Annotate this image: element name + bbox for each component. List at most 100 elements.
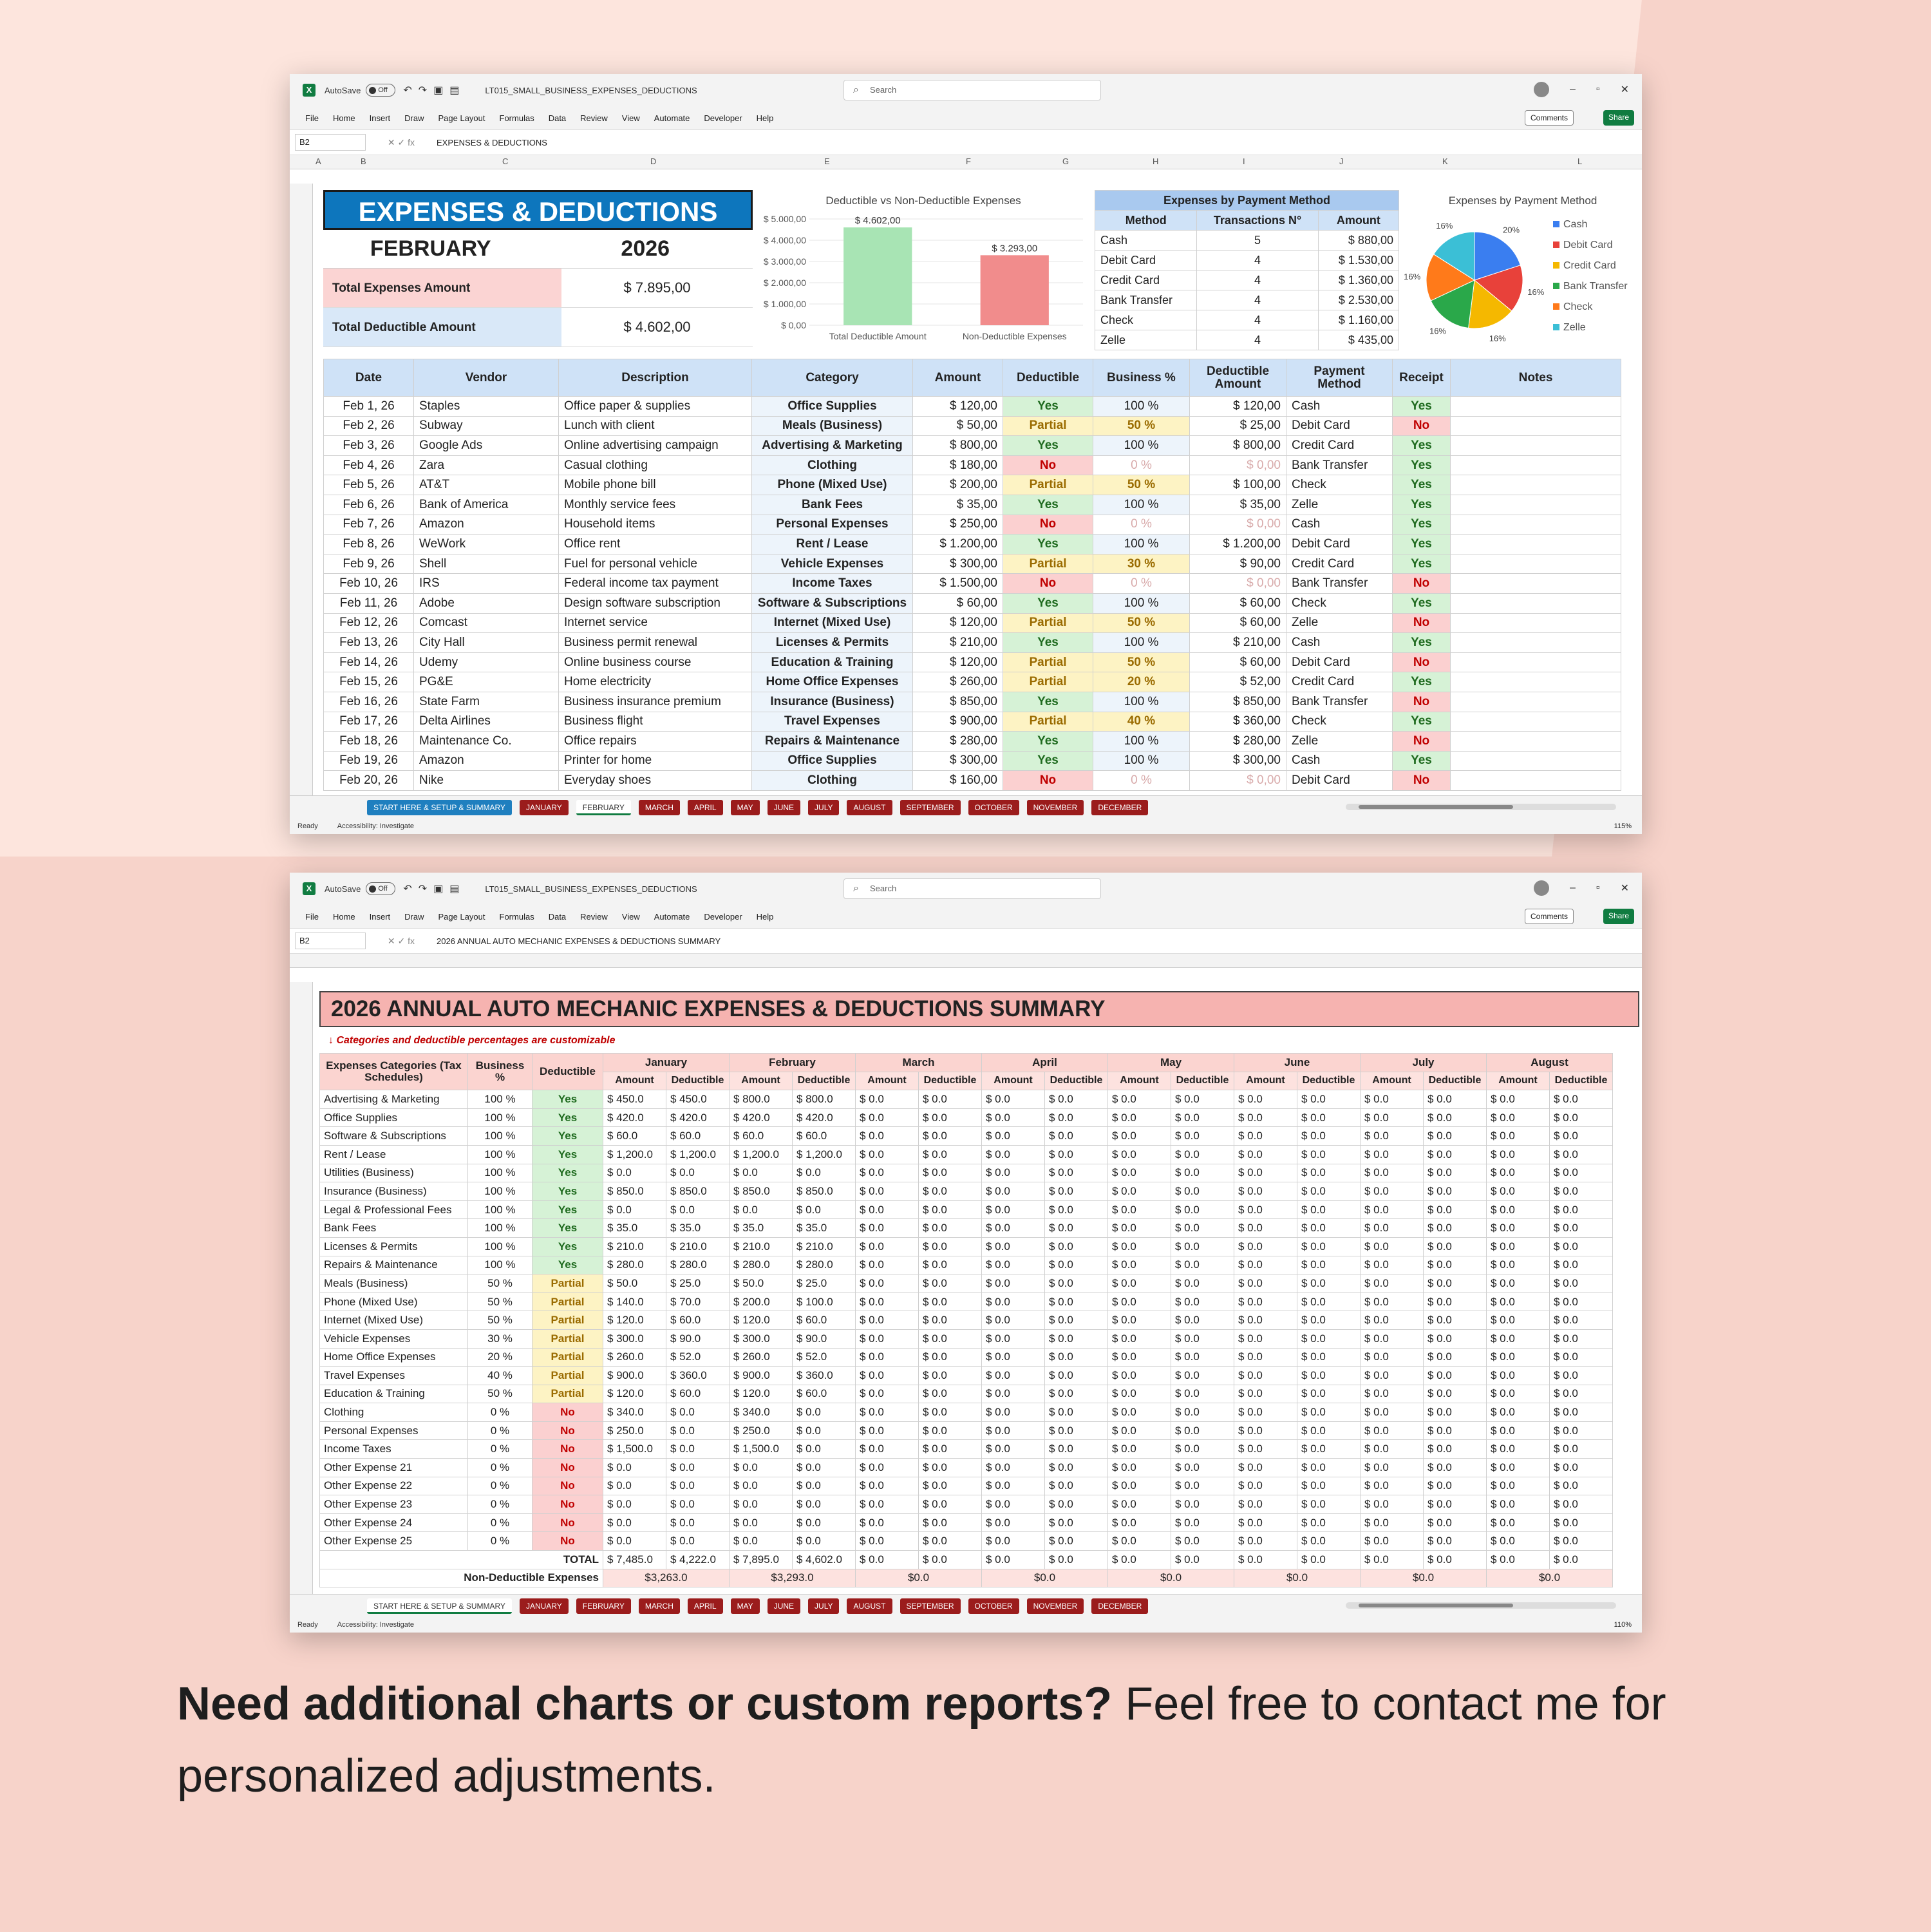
amount-cell[interactable]: $ 0.0 <box>1234 1329 1297 1349</box>
deductible-amount-cell[interactable]: $ 0.0 <box>1044 1403 1108 1422</box>
business-percent-cell[interactable]: 100 % <box>1093 632 1190 653</box>
amount-cell[interactable]: $ 0.0 <box>1486 1292 1550 1312</box>
business-percent-cell[interactable]: 0 % <box>1093 573 1190 594</box>
business-percent-cell[interactable]: 100 % <box>467 1144 532 1164</box>
column-header[interactable]: J <box>1339 156 1344 166</box>
deductible-amount-cell[interactable]: $ 0.0 <box>792 1421 856 1441</box>
deductible-amount-cell[interactable]: $ 0.0 <box>1171 1458 1234 1477</box>
autosave-toggle[interactable]: Off <box>366 84 396 97</box>
deductible-amount-cell[interactable]: $ 0.0 <box>1044 1236 1108 1256</box>
date-cell[interactable]: Feb 3, 26 <box>323 435 414 456</box>
deductible-amount-cell[interactable]: $ 420.0 <box>792 1108 856 1128</box>
notes-cell[interactable] <box>1450 652 1621 673</box>
deductible-amount-cell[interactable]: $ 0.0 <box>792 1458 856 1477</box>
share-button[interactable]: Share <box>1603 909 1634 924</box>
category-cell[interactable]: Travel Expenses <box>319 1366 468 1385</box>
deductible-amount-cell[interactable]: $ 0.0 <box>1044 1476 1108 1496</box>
business-percent-cell[interactable]: 50 % <box>1093 652 1190 673</box>
amount-cell[interactable]: $ 0.0 <box>855 1366 919 1385</box>
amount-cell[interactable]: $ 0.0 <box>981 1421 1045 1441</box>
deductible-cell[interactable]: No <box>532 1513 603 1533</box>
sheet-tab[interactable]: JANUARY <box>519 1598 569 1614</box>
deductible-amount-cell[interactable]: $ 0.0 <box>1549 1366 1613 1385</box>
amount-cell[interactable]: $ 0.0 <box>1360 1292 1424 1312</box>
sheet-tab[interactable]: DECEMBER <box>1091 1598 1149 1614</box>
menu-view[interactable]: View <box>621 113 640 123</box>
amount-cell[interactable]: $ 0.0 <box>855 1531 919 1551</box>
deductible-cell[interactable]: Yes <box>532 1218 603 1238</box>
description-cell[interactable]: Monthly service fees <box>558 494 752 515</box>
deductible-amount-cell[interactable]: $ 0.0 <box>1171 1513 1234 1533</box>
amount-cell[interactable]: $ 0.0 <box>1486 1476 1550 1496</box>
deductible-amount-cell[interactable]: $ 35,00 <box>1189 494 1286 515</box>
date-cell[interactable]: Feb 9, 26 <box>323 553 414 574</box>
amount-cell[interactable]: $ 210,00 <box>912 632 1003 653</box>
category-cell[interactable]: Other Expense 25 <box>319 1531 468 1551</box>
sheet-tab[interactable]: START HERE & SETUP & SUMMARY <box>367 800 512 815</box>
amount-cell[interactable]: $ 140.0 <box>603 1292 666 1312</box>
amount-cell[interactable]: $ 0.0 <box>1234 1200 1297 1220</box>
deductible-amount-cell[interactable]: $ 420.0 <box>666 1108 730 1128</box>
amount-cell[interactable]: $ 0.0 <box>981 1182 1045 1201</box>
deductible-cell[interactable]: Yes <box>1003 534 1093 554</box>
business-percent-cell[interactable]: 50 % <box>467 1384 532 1404</box>
date-cell[interactable]: Feb 12, 26 <box>323 612 414 634</box>
business-percent-cell[interactable]: 100 % <box>1093 396 1190 417</box>
deductible-amount-cell[interactable]: $ 0.0 <box>1044 1292 1108 1312</box>
business-percent-cell[interactable]: 100 % <box>467 1255 532 1275</box>
sheet-tab[interactable]: MAY <box>730 800 760 815</box>
amount-cell[interactable]: $ 900,00 <box>912 711 1003 732</box>
deductible-amount-cell[interactable]: $ 0.0 <box>1549 1108 1613 1128</box>
sheet-tab[interactable]: APRIL <box>687 800 723 815</box>
receipt-cell[interactable]: Yes <box>1392 750 1451 772</box>
amount-cell[interactable]: $ 0.0 <box>603 1513 666 1533</box>
deductible-amount-cell[interactable]: $ 0.0 <box>1297 1403 1361 1422</box>
deductible-amount-cell[interactable]: $ 0.0 <box>918 1292 982 1312</box>
accessibility-status[interactable]: Accessibility: Investigate <box>337 1621 415 1629</box>
amount-cell[interactable]: $ 0.0 <box>855 1495 919 1514</box>
deductible-amount-cell[interactable]: $ 0,00 <box>1189 455 1286 476</box>
formula-input[interactable]: EXPENSES & DEDUCTIONS <box>437 137 547 147</box>
deductible-amount-cell[interactable]: $ 850.0 <box>792 1182 856 1201</box>
horizontal-scrollbar[interactable] <box>1346 804 1616 810</box>
receipt-cell[interactable]: Yes <box>1392 534 1451 554</box>
category-cell[interactable]: Clothing <box>319 1403 468 1422</box>
amount-cell[interactable]: $ 0.0 <box>855 1384 919 1404</box>
deductible-amount-cell[interactable]: $ 0.0 <box>666 1200 730 1220</box>
deductible-amount-cell[interactable]: $ 0.0 <box>1044 1255 1108 1275</box>
deductible-amount-cell[interactable]: $ 300,00 <box>1189 750 1286 772</box>
pie-chart[interactable]: Expenses by Payment Method 20% 16% 16% 16% 16… <box>1404 190 1642 351</box>
amount-cell[interactable]: $ 300,00 <box>912 553 1003 574</box>
amount-cell[interactable]: $ 0.0 <box>1234 1108 1297 1128</box>
vendor-cell[interactable]: PG&E <box>413 672 559 692</box>
name-box[interactable]: B2 <box>295 134 366 151</box>
notes-cell[interactable] <box>1450 770 1621 791</box>
deductible-amount-cell[interactable]: $ 60.0 <box>666 1126 730 1146</box>
amount-cell[interactable]: $ 0.0 <box>1107 1439 1171 1459</box>
deductible-amount-cell[interactable]: $ 0.0 <box>1044 1421 1108 1441</box>
deductible-amount-cell[interactable]: $ 0.0 <box>1044 1126 1108 1146</box>
close-icon[interactable]: ✕ <box>1620 883 1629 894</box>
expense-column-header[interactable]: Date <box>323 359 414 397</box>
amount-cell[interactable]: $ 0.0 <box>981 1108 1045 1128</box>
payment-method-cell[interactable]: Zelle <box>1286 494 1393 515</box>
deductible-cell[interactable]: No <box>532 1458 603 1477</box>
amount-cell[interactable]: $ 0.0 <box>1486 1311 1550 1330</box>
amount-cell[interactable]: $ 0.0 <box>1234 1163 1297 1183</box>
deductible-amount-cell[interactable]: $ 0.0 <box>1423 1126 1487 1146</box>
deductible-amount-cell[interactable]: $ 0.0 <box>918 1126 982 1146</box>
deductible-amount-cell[interactable]: $ 850,00 <box>1189 691 1286 712</box>
amount-cell[interactable]: $ 0.0 <box>1486 1366 1550 1385</box>
amount-cell[interactable]: $ 210.0 <box>603 1236 666 1256</box>
date-cell[interactable]: Feb 6, 26 <box>323 494 414 515</box>
amount-cell[interactable]: $ 0.0 <box>1360 1347 1424 1367</box>
description-cell[interactable]: Lunch with client <box>558 415 752 437</box>
category-cell[interactable]: Personal Expenses <box>751 514 913 535</box>
deductible-amount-cell[interactable]: $ 0.0 <box>1171 1403 1234 1422</box>
amount-cell[interactable]: $ 0.0 <box>1360 1182 1424 1201</box>
amount-cell[interactable]: $ 300.0 <box>603 1329 666 1349</box>
category-cell[interactable]: Licenses & Permits <box>319 1236 468 1256</box>
amount-cell[interactable]: $ 0.0 <box>1107 1458 1171 1477</box>
amount-cell[interactable]: $ 0.0 <box>981 1476 1045 1496</box>
amount-cell[interactable]: $ 0.0 <box>981 1311 1045 1330</box>
